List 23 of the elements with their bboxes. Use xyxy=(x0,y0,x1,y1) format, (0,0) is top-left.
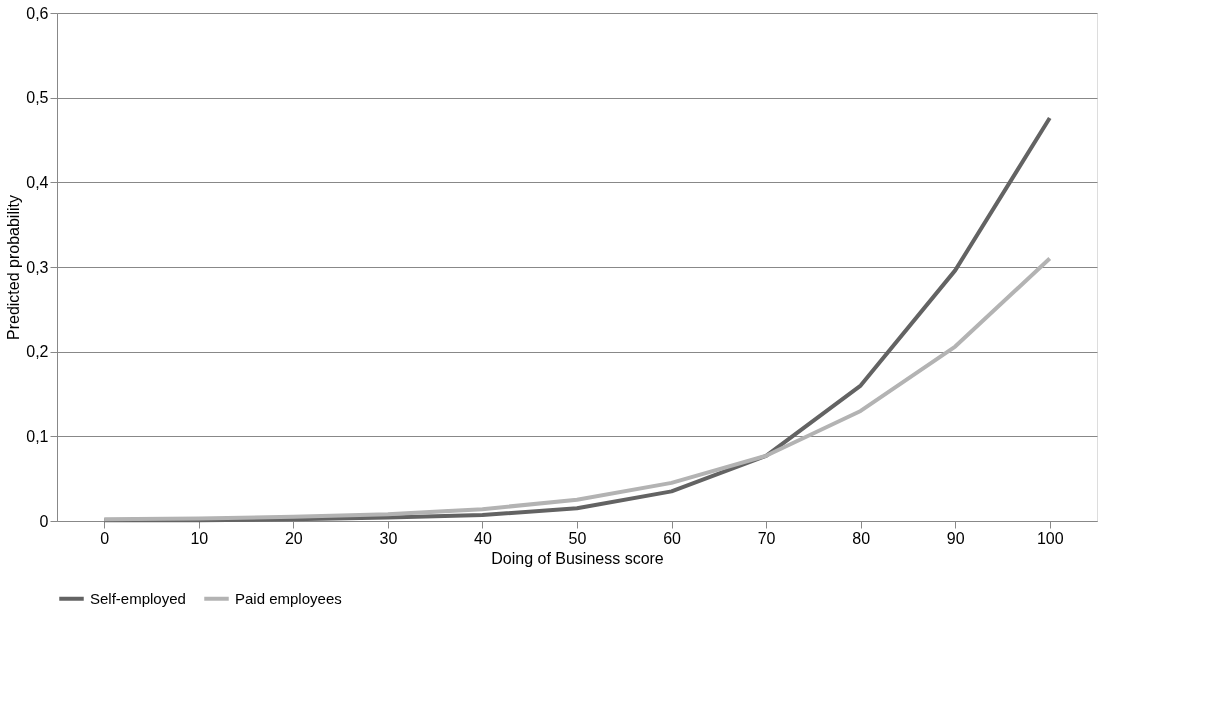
y-tick-label: 0,5 xyxy=(26,89,49,107)
x-axis-title: Doing of Business score xyxy=(491,549,664,567)
legend-label: Self-employed xyxy=(90,589,186,607)
y-tick-label: 0,3 xyxy=(26,258,49,276)
x-tick-label: 100 xyxy=(1036,529,1064,547)
x-tick-label: 60 xyxy=(663,529,682,547)
legend-label: Paid employees xyxy=(235,589,342,607)
y-tick-label: 0,2 xyxy=(26,343,49,361)
x-tick-label: 70 xyxy=(757,529,776,547)
y-tick-label: 0 xyxy=(39,512,49,530)
y-tick-label: 0,4 xyxy=(26,173,49,191)
x-tick-label: 20 xyxy=(284,529,303,547)
line-series xyxy=(102,256,1052,522)
x-tick-label: 90 xyxy=(946,529,965,547)
x-tick-label: 50 xyxy=(568,529,587,547)
y-tick-label: 0,1 xyxy=(26,427,49,445)
x-tick-label: 80 xyxy=(852,529,871,547)
x-tick-label: 40 xyxy=(474,529,492,547)
y-axis-title: Predicted probability xyxy=(5,195,23,340)
x-tick-label: 10 xyxy=(190,529,209,547)
x-tick-label: 0 xyxy=(100,529,110,547)
x-tick-label: 30 xyxy=(379,529,398,547)
y-tick-label: 0,6 xyxy=(26,4,49,22)
